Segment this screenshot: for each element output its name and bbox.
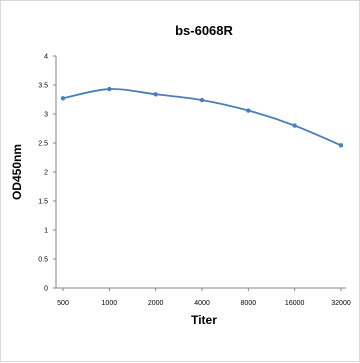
x-tick-label: 4000: [194, 300, 210, 307]
x-tick-label: 1000: [102, 300, 118, 307]
y-tick-label: 1: [44, 228, 48, 235]
series-layer: [60, 86, 344, 148]
y-tick-label: 2: [44, 170, 48, 177]
chart-title: bs-6068R: [175, 23, 233, 38]
y-tick-label: 2.5: [38, 141, 48, 148]
x-tick-label: 500: [57, 300, 69, 307]
data-point: [246, 108, 251, 113]
data-point: [292, 123, 297, 128]
x-tick-label: 32000: [331, 300, 351, 307]
x-tick-label: 16000: [285, 300, 305, 307]
data-point: [338, 143, 344, 148]
x-axis-ticks: 500 1000 2000 4000 8000 16000 32000: [57, 288, 351, 307]
y-tick-label: 0.5: [38, 257, 48, 264]
y-tick-label: 0: [44, 286, 48, 293]
y-tick-label: 3.5: [38, 83, 48, 90]
x-tick-label: 2000: [148, 300, 164, 307]
series-line: [62, 88, 342, 147]
x-axis-title: Titer: [191, 313, 217, 327]
data-point: [60, 96, 66, 101]
data-point: [107, 86, 112, 92]
y-axis-ticks: 0 0.5 1 1.5 2 2.5 3 3.5 4: [38, 54, 56, 293]
x-tick-label: 8000: [241, 300, 257, 307]
y-tick-label: 3: [44, 112, 48, 119]
y-tick-label: 4: [44, 54, 48, 61]
y-axis-title: OD450nm: [10, 144, 24, 200]
data-point: [153, 92, 158, 97]
y-tick-label: 1.5: [38, 199, 48, 206]
data-point: [199, 97, 205, 103]
